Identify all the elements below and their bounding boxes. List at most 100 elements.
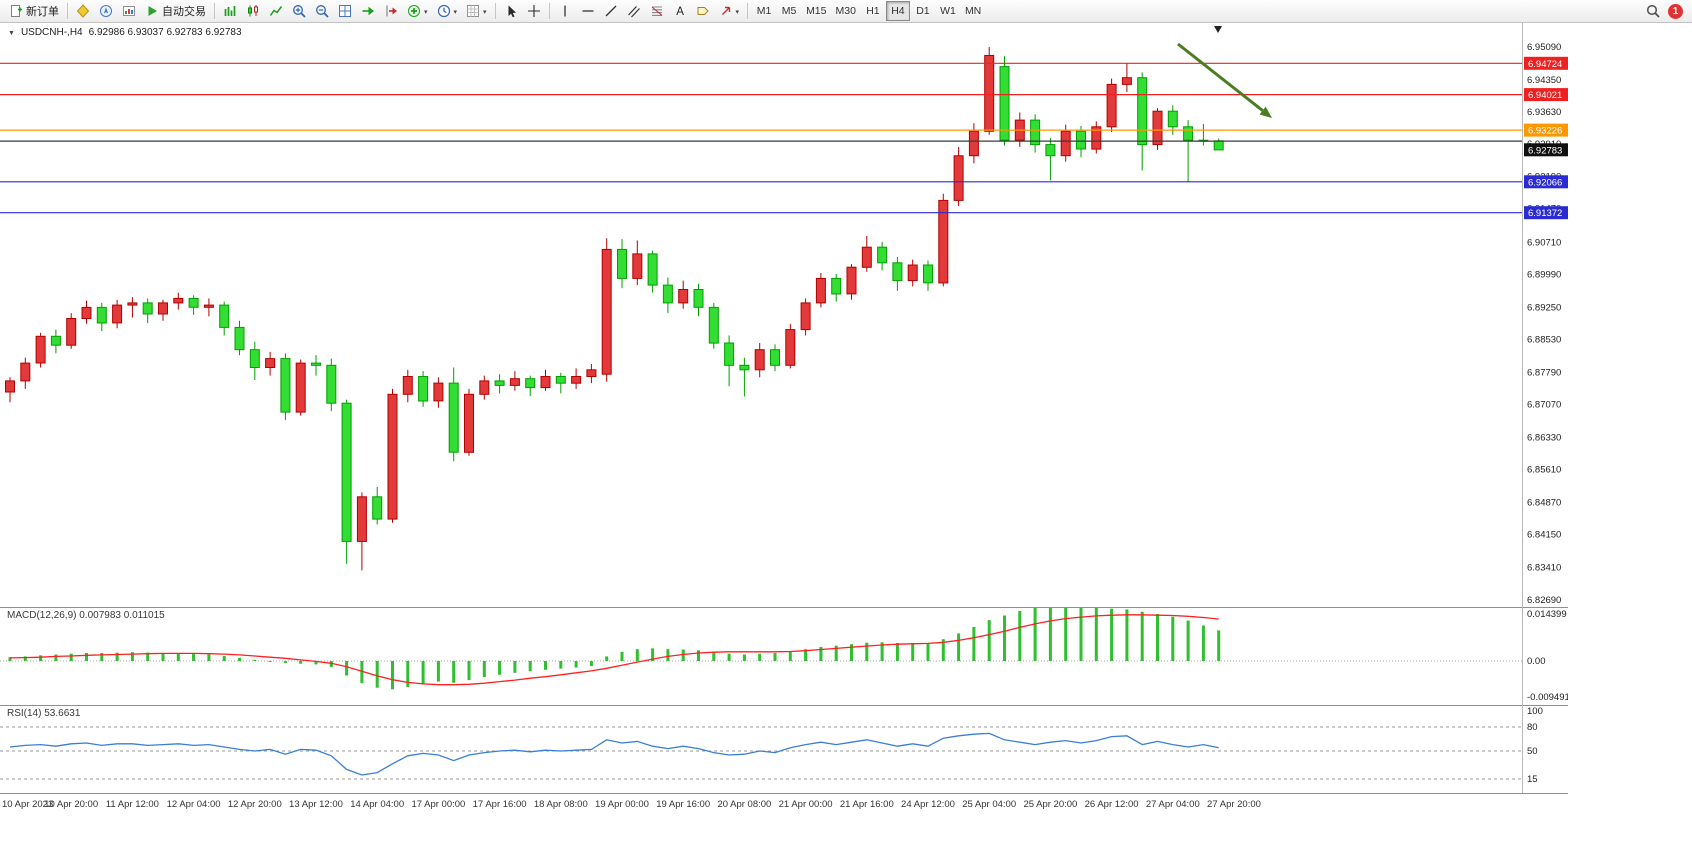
- rsi-panel[interactable]: 100 80 50 15: [0, 705, 1568, 793]
- crosshair-button[interactable]: [523, 1, 545, 21]
- time-axis-label: 21 Apr 16:00: [839, 799, 894, 810]
- autotrading-label: 自动交易: [162, 6, 206, 18]
- time-axis-label: 12 Apr 20:00: [227, 799, 282, 810]
- time-axis-label: 18 Apr 08:00: [533, 799, 588, 810]
- time-axis-label: 13 Apr 12:00: [289, 799, 343, 810]
- main-price-chart[interactable]: 6.950906.943506.936306.929106.921906.914…: [0, 23, 1568, 607]
- indicators-icon: [408, 5, 420, 17]
- timeframe-d1-button[interactable]: D1: [911, 1, 935, 21]
- periods-button[interactable]: [433, 1, 462, 21]
- time-axis-label: 26 Apr 12:00: [1084, 799, 1139, 810]
- text-label-icon: [697, 7, 709, 15]
- arrows-icon: [721, 6, 730, 15]
- search-icon: [1646, 4, 1660, 18]
- chart-shift-icon: [386, 5, 397, 17]
- rsi-title: RSI(14) 53.6631: [7, 708, 81, 719]
- equidistant-channel-button[interactable]: [623, 1, 645, 21]
- candlestick-chart-icon: [248, 5, 258, 17]
- fibonacci-icon: [651, 6, 662, 16]
- trendline-icon: [605, 5, 617, 17]
- horizontal-line-6.92066[interactable]: 6.92066: [0, 175, 1568, 189]
- price-axis-divider: [1522, 23, 1523, 793]
- dropdown-caret-icon: [454, 5, 458, 17]
- timeframe-m15-button[interactable]: M15: [802, 1, 830, 21]
- timeframe-m5-button[interactable]: M5: [777, 1, 801, 21]
- candlestick-chart-button[interactable]: [242, 1, 264, 21]
- horizontal-line-6.94724[interactable]: 6.94724: [0, 56, 1568, 70]
- navigator-button[interactable]: [95, 1, 117, 21]
- svg-text:6.82690: 6.82690: [1527, 595, 1561, 606]
- toolbar-separator: [494, 3, 496, 19]
- auto-scroll-icon: [362, 6, 374, 16]
- new-order-button[interactable]: 新订单: [5, 1, 63, 21]
- arrows-button[interactable]: [715, 1, 744, 21]
- svg-text:15: 15: [1527, 774, 1538, 785]
- cursor-button[interactable]: [500, 1, 522, 21]
- terminal-icon: [123, 6, 135, 16]
- zoom-in-icon: [293, 5, 306, 18]
- svg-text:6.86330: 6.86330: [1527, 433, 1561, 444]
- toolbar-separator: [747, 3, 749, 19]
- timeframe-h4-button[interactable]: H4: [885, 1, 910, 21]
- time-axis-label: 12 Apr 04:00: [166, 799, 221, 810]
- chart-shift-button[interactable]: [380, 1, 402, 21]
- bid-price-label: 6.92783: [1524, 143, 1568, 157]
- notifications-button[interactable]: 1: [1664, 1, 1687, 21]
- svg-text:6.94021: 6.94021: [1528, 90, 1562, 101]
- svg-text:0.014399: 0.014399: [1527, 609, 1567, 620]
- time-axis-label: 20 Apr 08:00: [717, 799, 772, 810]
- autotrading-button[interactable]: 自动交易: [141, 1, 210, 21]
- svg-text:6.85610: 6.85610: [1527, 465, 1561, 476]
- svg-text:6.89250: 6.89250: [1527, 302, 1561, 313]
- svg-text:6.94350: 6.94350: [1527, 75, 1561, 86]
- svg-text:80: 80: [1527, 722, 1538, 733]
- timeframe-mn-button[interactable]: MN: [961, 1, 985, 21]
- tile-windows-button[interactable]: [334, 1, 356, 21]
- svg-text:6.84870: 6.84870: [1527, 498, 1561, 509]
- trend-arrow-annotation[interactable]: [1177, 42, 1272, 118]
- time-axis-label: 24 Apr 12:00: [901, 799, 955, 810]
- notification-badge: 1: [1668, 3, 1683, 19]
- svg-text:6.91372: 6.91372: [1528, 208, 1562, 219]
- line-chart-button[interactable]: [265, 1, 287, 21]
- zoom-out-icon: [316, 5, 329, 18]
- bar-chart-icon: [224, 6, 236, 16]
- macd-panel[interactable]: 0.014399 0.00 -0.009491: [0, 607, 1568, 705]
- chart-title: USDCNH-,H4 6.92986 6.93037 6.92783 6.927…: [8, 27, 242, 38]
- trendline-button[interactable]: [600, 1, 622, 21]
- bar-chart-button[interactable]: [219, 1, 241, 21]
- indicators-button[interactable]: [403, 1, 432, 21]
- text-label-button[interactable]: [692, 1, 714, 21]
- svg-text:6.92783: 6.92783: [1528, 145, 1562, 156]
- templates-button[interactable]: [462, 1, 491, 21]
- crosshair-icon: [527, 5, 540, 17]
- terminal-button[interactable]: [118, 1, 140, 21]
- horizontal-line-6.94021[interactable]: 6.94021: [0, 88, 1568, 102]
- timeframe-w1-button[interactable]: W1: [936, 1, 960, 21]
- zoom-out-button[interactable]: [311, 1, 333, 21]
- vertical-line-button[interactable]: [554, 1, 576, 21]
- svg-text:6.87790: 6.87790: [1527, 367, 1561, 378]
- search-button[interactable]: [1642, 1, 1664, 21]
- timeframe-m1-button[interactable]: M1: [752, 1, 776, 21]
- fibonacci-button[interactable]: [646, 1, 668, 21]
- svg-text:6.84150: 6.84150: [1527, 530, 1561, 541]
- auto-scroll-button[interactable]: [357, 1, 379, 21]
- svg-text:6.83410: 6.83410: [1527, 563, 1561, 574]
- timeframe-m30-button[interactable]: M30: [832, 1, 860, 21]
- market-watch-button[interactable]: [72, 1, 94, 21]
- chart-marker-icon[interactable]: [1214, 26, 1222, 33]
- svg-text:6.95090: 6.95090: [1527, 42, 1561, 53]
- timeframe-h1-button[interactable]: H1: [861, 1, 885, 21]
- toolbar-separator: [214, 3, 215, 19]
- window-menu-icon[interactable]: [8, 27, 15, 38]
- zoom-in-button[interactable]: [288, 1, 310, 21]
- horizontal-line-button[interactable]: [577, 1, 599, 21]
- horizontal-line-6.91372[interactable]: 6.91372: [0, 206, 1568, 220]
- dropdown-caret-icon: [483, 5, 487, 17]
- horizontal-line-6.93226[interactable]: 6.93226: [0, 123, 1568, 137]
- text-button[interactable]: A: [669, 1, 691, 21]
- macd-title: MACD(12,26,9) 0.007983 0.011015: [7, 610, 165, 621]
